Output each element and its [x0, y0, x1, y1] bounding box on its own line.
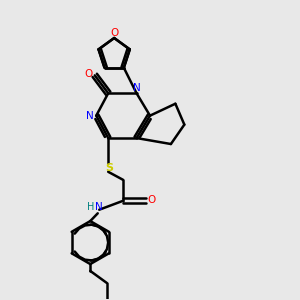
- Text: O: O: [84, 69, 92, 79]
- Text: N: N: [86, 111, 94, 121]
- Text: N: N: [133, 83, 141, 93]
- Text: S: S: [105, 163, 113, 173]
- Text: O: O: [110, 28, 118, 38]
- Text: H: H: [87, 202, 94, 212]
- Text: O: O: [147, 195, 156, 205]
- Text: N: N: [95, 202, 103, 212]
